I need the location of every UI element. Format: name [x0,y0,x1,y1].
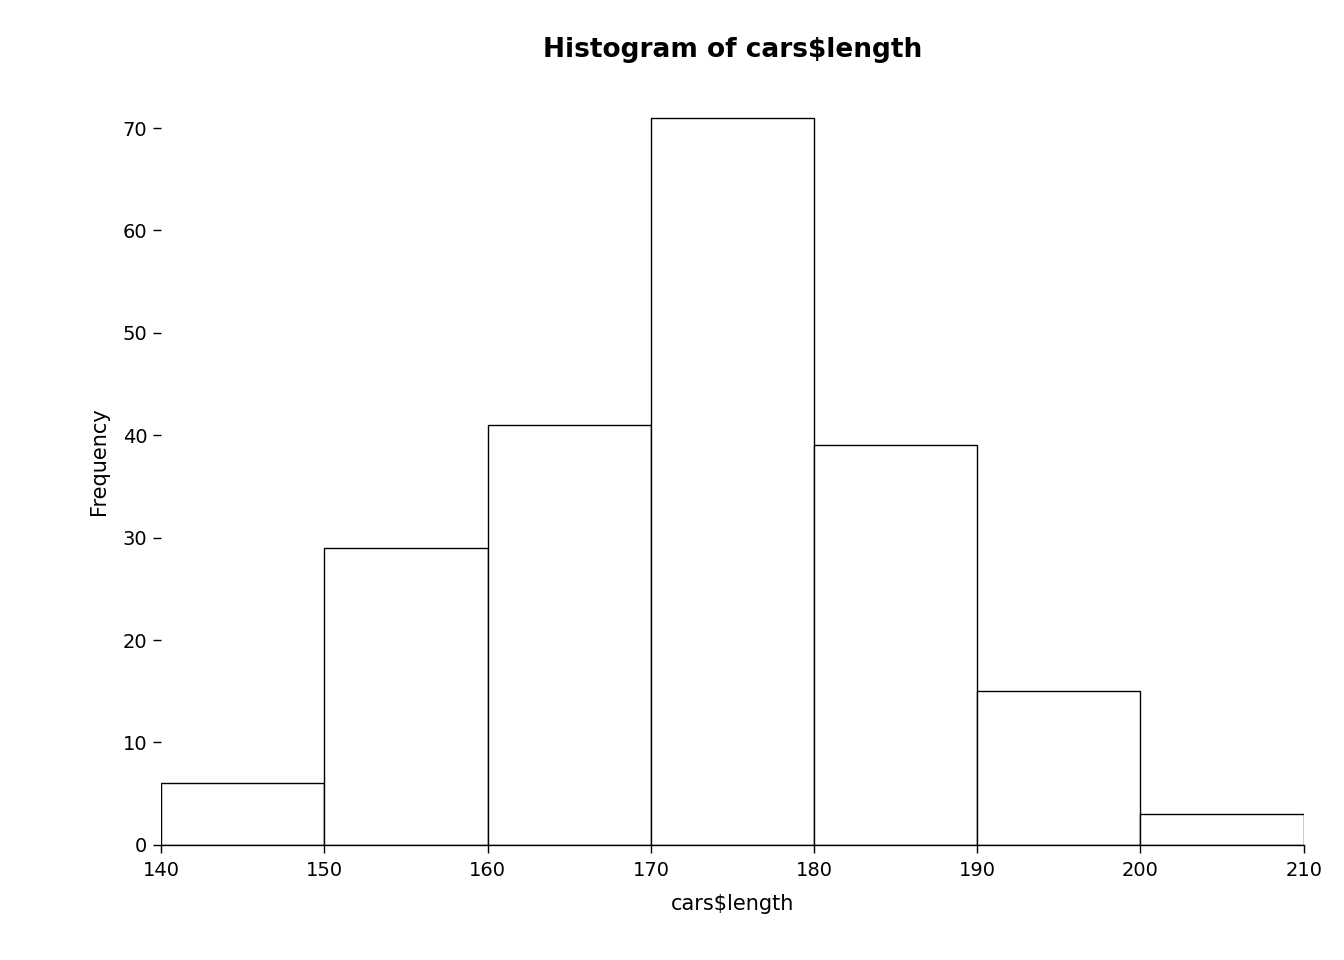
Bar [161,783,324,845]
Title: Histogram of cars$length: Histogram of cars$length [543,37,922,63]
Bar [977,691,1141,845]
X-axis label: cars$length: cars$length [671,895,794,914]
Bar [650,118,814,845]
Bar [814,445,977,845]
Y-axis label: Frequency: Frequency [89,407,109,515]
Bar [488,425,650,845]
Bar [324,548,488,845]
Bar [1141,814,1304,845]
